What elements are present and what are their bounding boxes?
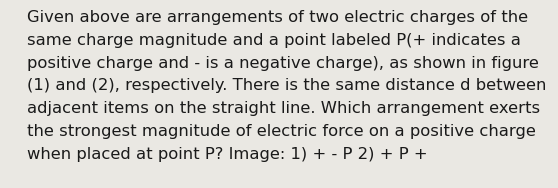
Text: positive charge and - is a negative charge), as shown in figure: positive charge and - is a negative char…	[27, 56, 539, 71]
Text: the strongest magnitude of electric force on a positive charge: the strongest magnitude of electric forc…	[27, 124, 536, 139]
Text: Given above are arrangements of two electric charges of the: Given above are arrangements of two elec…	[27, 10, 528, 25]
Text: (1) and (2), respectively. There is the same distance d between: (1) and (2), respectively. There is the …	[27, 78, 546, 93]
Text: when placed at point P? Image: 1) + - P 2) + P +: when placed at point P? Image: 1) + - P …	[27, 147, 427, 162]
Text: adjacent items on the straight line. Which arrangement exerts: adjacent items on the straight line. Whi…	[27, 101, 540, 116]
Text: same charge magnitude and a point labeled P(+ indicates a: same charge magnitude and a point labele…	[27, 33, 521, 48]
